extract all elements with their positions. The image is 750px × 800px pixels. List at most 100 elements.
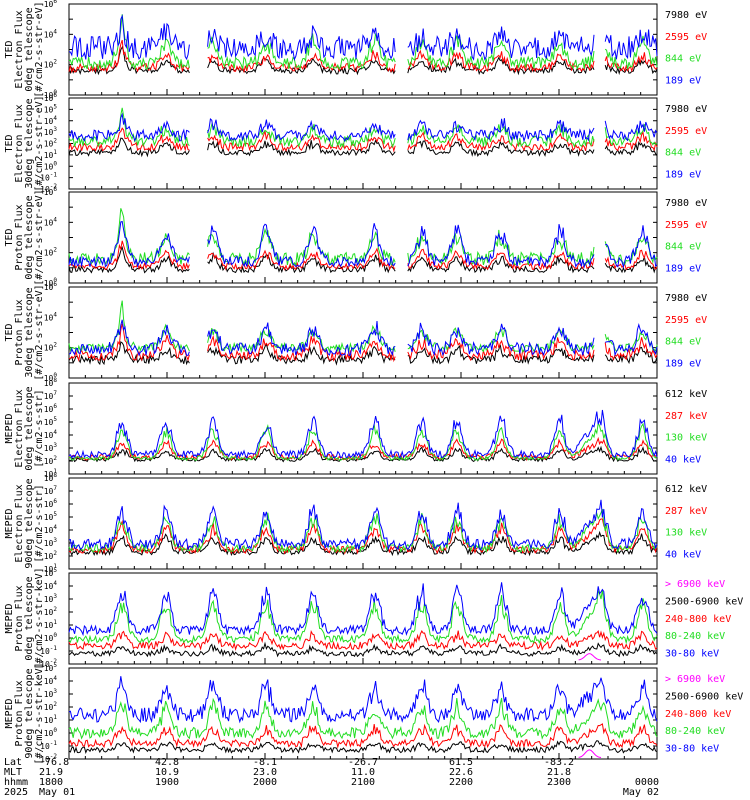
legend-entry: 240-800 keV: [665, 614, 731, 625]
y-axis-label-line: 0deg telescope: [24, 7, 35, 91]
y-axis-label-line: [#/cm2-s-str-eV]: [34, 189, 45, 285]
y-tick-label: 10-2: [40, 183, 57, 194]
y-tick-label: 100: [44, 632, 58, 643]
series-trace: [68, 582, 658, 637]
x-tick-hhmm: 2300: [547, 777, 571, 788]
x-tick-hhmm: 1800: [39, 777, 63, 788]
y-axis-label-line: [#/cm2-s-str]: [34, 389, 45, 467]
series-trace: [68, 740, 658, 754]
legend-entry: 189 eV: [665, 358, 701, 369]
legend-entry: > 6900 keV: [665, 674, 725, 685]
y-axis-label-line: TED: [4, 134, 15, 152]
y-axis-label-line: Electron Flux: [14, 104, 25, 182]
series-trace: [68, 697, 658, 740]
y-axis-label-line: [#/cm2-s-str-eV]: [34, 95, 45, 191]
series-trace: [68, 220, 658, 269]
legend-entry: 7980 eV: [665, 198, 707, 209]
x-tick-hhmm: 2000: [253, 777, 277, 788]
y-tick-label: 104: [44, 216, 58, 227]
x-row-label: MLT: [4, 767, 22, 778]
series-trace: [68, 723, 658, 749]
y-axis-label-line: 30deg telescope: [24, 98, 35, 188]
y-axis-label-line: 30deg telescope: [24, 287, 35, 377]
y-tick-label: 102: [44, 550, 58, 561]
legend-entry: 2500-6900 keV: [665, 691, 743, 702]
legend-entry: 130 keV: [665, 528, 707, 539]
y-axis-label-line: Electron Flux: [14, 389, 25, 467]
y-axis-label-line: Proton Flux: [14, 585, 25, 651]
legend-entry: 80-240 keV: [665, 631, 725, 642]
legend-entry: 40 keV: [665, 454, 701, 465]
x-tick-hhmm: 2200: [449, 777, 473, 788]
series-trace: [68, 499, 658, 551]
y-tick-label: 101: [44, 149, 58, 160]
y-tick-label: 102: [44, 247, 58, 258]
legend-entry: 2500-6900 keV: [665, 596, 743, 607]
y-tick-label: 104: [44, 311, 58, 322]
y-tick-label: 105: [44, 662, 58, 673]
series-trace: [68, 319, 658, 357]
x-tick-mlt: 21.8: [547, 767, 571, 778]
legend-entry: 844 eV: [665, 148, 701, 159]
y-tick-label: 106: [44, 498, 58, 509]
y-axis-label-line: Proton Flux: [14, 204, 25, 270]
y-tick-label: 10-2: [40, 658, 57, 669]
y-tick-label: 108: [44, 377, 58, 388]
x-row-label: Lat: [4, 757, 22, 768]
x-tick-hhmm: 0000: [635, 777, 659, 788]
legend-entry: 189 eV: [665, 263, 701, 274]
series-trace: [68, 245, 658, 274]
legend-entry: 40 keV: [665, 549, 701, 560]
y-tick-label: 102: [44, 701, 58, 712]
y-tick-label: 107: [44, 485, 58, 496]
series-trace: [68, 436, 658, 462]
series-trace: [68, 530, 658, 557]
y-tick-label: 105: [44, 103, 58, 114]
y-tick-label: 103: [44, 126, 58, 137]
y-tick-label: 104: [44, 115, 58, 126]
legend-entry: 240-800 keV: [665, 709, 731, 720]
series-trace: [68, 240, 658, 271]
panel-frame: [68, 286, 658, 379]
y-tick-label: 10-1: [40, 172, 57, 183]
legend-entry: 844 eV: [665, 337, 701, 348]
y-tick-label: 100: [44, 160, 58, 171]
y-tick-label: 104: [44, 580, 58, 591]
y-tick-label: 101: [44, 563, 58, 574]
y-tick-label: 101: [44, 619, 58, 630]
series-trace: [68, 676, 658, 724]
y-axis-label-line: MEPED: [4, 603, 15, 633]
y-axis-label-line: Electron Flux: [14, 10, 25, 88]
y-axis-label-line: Proton Flux: [14, 680, 25, 746]
panel-4: 100 102 104 106 TED Proton Flux 30deg telescop…: [4, 281, 707, 383]
series-trace: [578, 749, 602, 758]
panel-7: 10-2 10-1 100 101 102 103 104 105 MEPED Proton Fl…: [4, 567, 743, 670]
y-axis-label-line: Electron Flux: [14, 484, 25, 562]
legend-entry: 7980 eV: [665, 10, 707, 21]
y-axis-label-line: 90deg telescope: [24, 668, 35, 758]
y-tick-label: 102: [44, 342, 58, 353]
y-axis-label-line: [#/cm2-s-str-keV]: [34, 567, 45, 669]
y-tick-label: 106: [44, 281, 58, 292]
y-axis-label-line: TED: [4, 228, 15, 246]
panel-6: 101 102 103 104 105 106 107 108 MEPED Electron Fl…: [4, 472, 707, 574]
y-axis-label-line: [#/cm2-s-str-eV]: [34, 284, 45, 380]
legend-entry: 612 keV: [665, 484, 707, 495]
y-tick-label: 104: [44, 429, 58, 440]
y-tick-label: 10-2: [40, 753, 57, 764]
y-tick-label: 102: [44, 59, 58, 70]
y-axis-label-line: 0deg telescope: [24, 576, 35, 660]
y-tick-label: 100: [44, 727, 58, 738]
x-tick-mlt: 21.9: [39, 767, 63, 778]
legend-entry: 2595 eV: [665, 32, 707, 43]
x-tick-date: May 01: [39, 787, 75, 798]
x-tick-lat: 61.5: [449, 757, 473, 768]
panel-8: 10-2 10-1 100 101 102 103 104 105 MEPED Proton Fl…: [4, 662, 743, 765]
series-trace: [68, 445, 658, 463]
legend-entry: 287 keV: [665, 506, 707, 517]
x-row-label: hhmm: [4, 777, 28, 788]
y-tick-label: 108: [44, 472, 58, 483]
